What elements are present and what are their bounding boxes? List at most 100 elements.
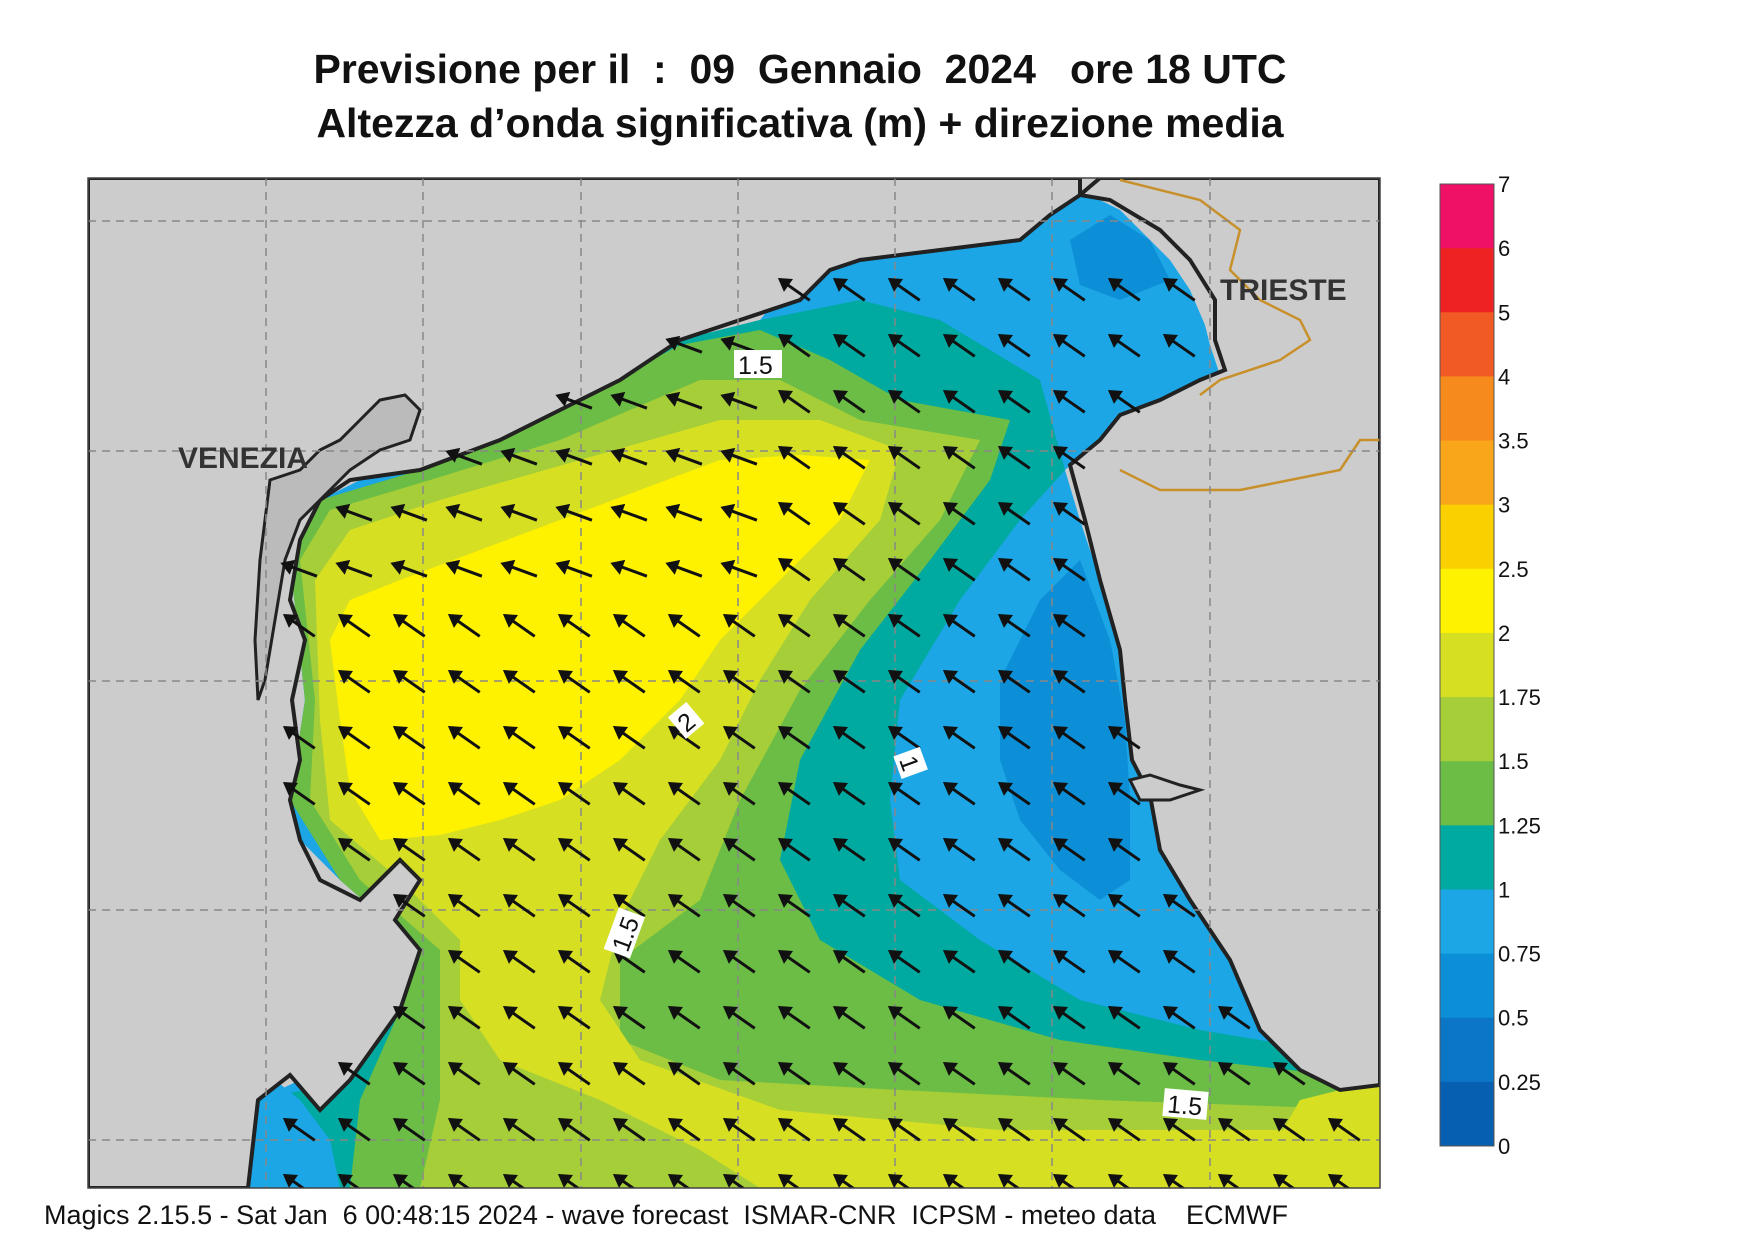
direction-arrow <box>942 502 976 526</box>
direction-arrow <box>887 502 921 526</box>
direction-arrow <box>1052 614 1086 638</box>
direction-arrow <box>667 726 701 750</box>
legend-label-9: 1.5 <box>1498 749 1529 774</box>
direction-arrow <box>612 1118 646 1142</box>
map-area <box>88 178 1380 1188</box>
direction-arrow <box>887 838 921 862</box>
legend-swatch-4 <box>1440 440 1494 506</box>
direction-arrow <box>1052 1174 1076 1188</box>
direction-arrow <box>777 390 811 414</box>
direction-arrow <box>1162 894 1196 918</box>
legend-label-14: 0.25 <box>1498 1070 1541 1095</box>
direction-arrow <box>1272 1062 1306 1086</box>
direction-arrow <box>832 782 866 806</box>
direction-arrow <box>392 1174 416 1188</box>
legend-swatch-3 <box>1440 376 1494 442</box>
direction-arrow <box>445 503 483 522</box>
place-label-trieste: TRIESTE <box>1220 274 1347 307</box>
direction-arrow <box>1052 1006 1086 1030</box>
direction-arrow <box>997 390 1031 414</box>
direction-arrow <box>997 950 1031 974</box>
direction-arrow <box>777 334 811 358</box>
direction-arrow <box>500 503 538 522</box>
direction-arrow <box>337 782 371 806</box>
direction-arrow <box>337 614 371 638</box>
direction-arrow <box>667 950 701 974</box>
direction-arrow <box>557 1006 591 1030</box>
direction-arrow <box>447 894 481 918</box>
direction-arrow <box>612 894 646 918</box>
direction-arrow <box>1217 1174 1241 1188</box>
direction-arrow <box>777 782 811 806</box>
direction-arrow <box>557 838 591 862</box>
direction-arrow <box>1107 390 1141 414</box>
direction-arrow <box>997 278 1031 302</box>
direction-arrow <box>1107 894 1141 918</box>
direction-arrow <box>1107 838 1141 862</box>
direction-arrow <box>722 1006 756 1030</box>
direction-arrow <box>665 503 703 522</box>
direction-arrow <box>997 782 1031 806</box>
direction-arrow <box>1107 950 1141 974</box>
direction-arrow <box>610 447 648 466</box>
direction-arrow <box>667 670 701 694</box>
direction-arrow <box>610 559 648 578</box>
direction-arrow <box>447 782 481 806</box>
direction-arrow <box>665 391 703 410</box>
direction-arrow <box>390 559 428 578</box>
wave-zone-lowblue-sw <box>250 1080 340 1188</box>
land-lagoon <box>253 393 422 701</box>
direction-arrow <box>887 334 921 358</box>
direction-arrow <box>942 782 976 806</box>
direction-arrow <box>997 1174 1021 1188</box>
direction-arrow <box>557 1174 581 1188</box>
direction-arrow <box>337 838 371 862</box>
legend-swatch-13 <box>1440 1017 1494 1083</box>
direction-arrow <box>282 1118 316 1142</box>
direction-arrow <box>777 1062 811 1086</box>
direction-arrow <box>722 950 756 974</box>
direction-arrow <box>1107 278 1141 302</box>
direction-arrow <box>942 446 976 470</box>
direction-arrow <box>665 335 703 354</box>
land-west-coast <box>88 178 1082 1188</box>
direction-arrow <box>1052 390 1086 414</box>
direction-arrow <box>665 447 703 466</box>
contour-label-3: 1 <box>893 746 928 780</box>
legend-label-10: 1.25 <box>1498 813 1541 838</box>
direction-arrow <box>832 670 866 694</box>
direction-arrow <box>392 1118 426 1142</box>
wave-zone-deepblue-north <box>1070 215 1170 300</box>
direction-arrow <box>942 1174 966 1188</box>
direction-arrow <box>722 614 756 638</box>
direction-arrow <box>997 558 1031 582</box>
direction-arrow <box>555 391 593 410</box>
direction-arrow <box>502 1174 526 1188</box>
legend-swatch-12 <box>1440 953 1494 1019</box>
direction-arrow <box>942 1062 976 1086</box>
direction-arrow <box>942 838 976 862</box>
legend-label-0: 7 <box>1498 172 1510 197</box>
direction-arrow <box>392 614 426 638</box>
direction-arrow <box>335 503 373 522</box>
direction-arrow <box>777 614 811 638</box>
direction-arrow <box>610 503 648 522</box>
legend-swatch-1 <box>1440 248 1494 313</box>
direction-arrow <box>612 782 646 806</box>
direction-arrow <box>1162 1174 1186 1188</box>
direction-arrow <box>997 838 1031 862</box>
legend-swatch-5 <box>1440 504 1494 570</box>
direction-arrow <box>1052 726 1086 750</box>
direction-arrow <box>1327 1174 1351 1188</box>
direction-arrow <box>942 726 976 750</box>
direction-arrow <box>720 447 758 466</box>
land-istria-notch <box>1127 773 1206 802</box>
direction-arrow <box>447 670 481 694</box>
direction-arrow <box>282 1174 306 1188</box>
direction-arrow <box>665 559 703 578</box>
direction-arrow <box>1052 558 1086 582</box>
direction-arrow <box>557 670 591 694</box>
direction-arrow <box>502 1006 536 1030</box>
direction-arrow <box>447 726 481 750</box>
direction-arrow <box>667 1174 691 1188</box>
